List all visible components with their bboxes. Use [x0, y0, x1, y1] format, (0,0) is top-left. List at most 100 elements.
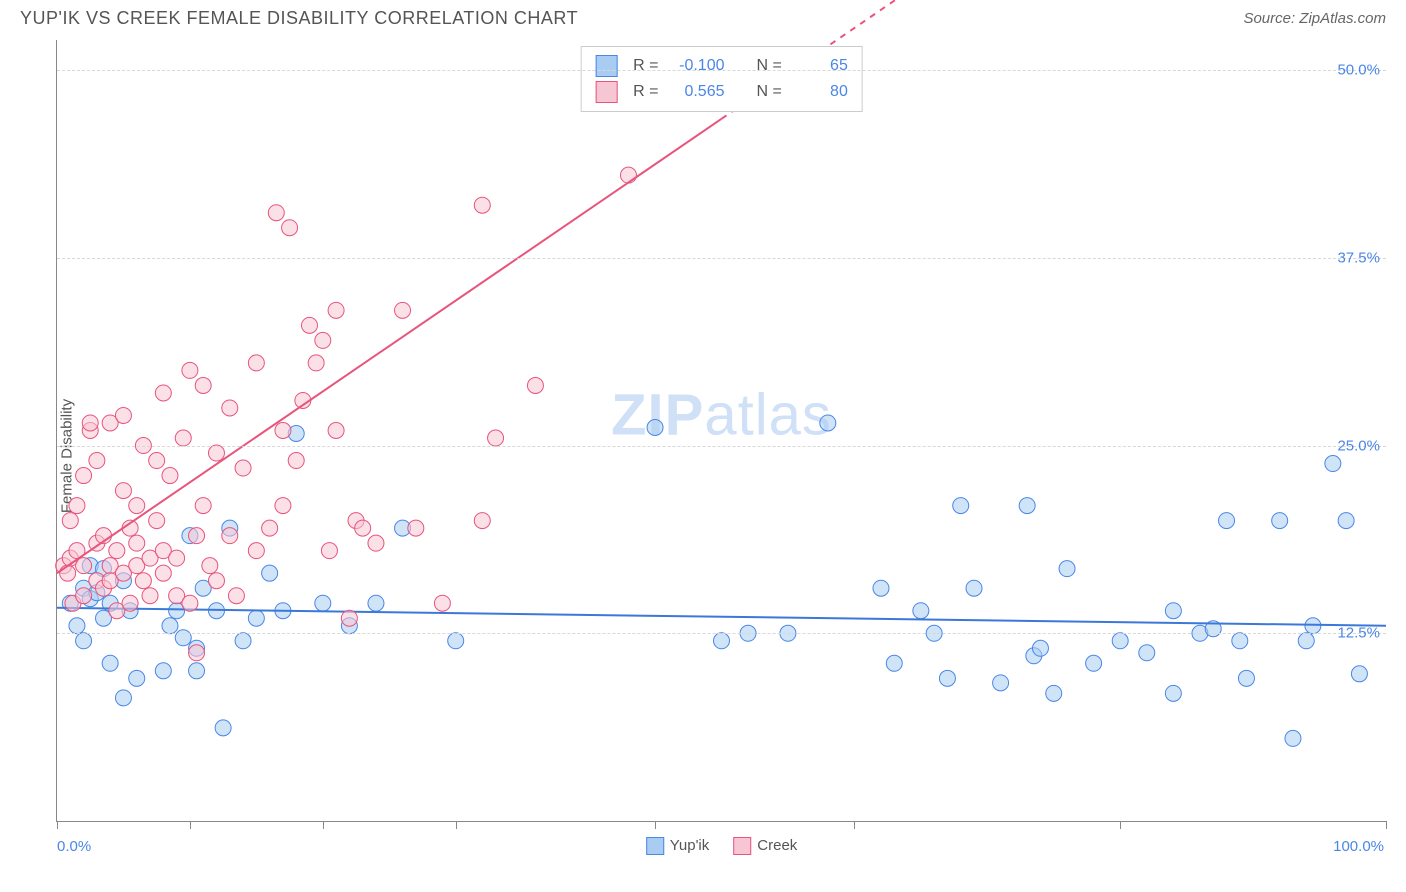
data-point — [102, 655, 118, 671]
data-point — [939, 670, 955, 686]
stat-n-label: N = — [757, 53, 782, 79]
stat-r-label: R = — [633, 53, 658, 79]
data-point — [288, 453, 304, 469]
data-point — [966, 580, 982, 596]
data-point — [89, 453, 105, 469]
legend-swatch — [595, 55, 617, 77]
data-point — [115, 483, 131, 499]
data-point — [355, 520, 371, 536]
data-point — [182, 362, 198, 378]
data-point — [408, 520, 424, 536]
data-point — [248, 543, 264, 559]
trend-line — [57, 119, 722, 573]
legend-label: Creek — [757, 837, 797, 854]
data-point — [474, 513, 490, 529]
y-tick-label: 25.0% — [1337, 437, 1380, 454]
data-point — [474, 197, 490, 213]
data-point — [1086, 655, 1102, 671]
data-point — [228, 588, 244, 604]
data-point — [368, 595, 384, 611]
source-label: Source: ZipAtlas.com — [1243, 10, 1386, 27]
data-point — [1046, 685, 1062, 701]
data-point — [913, 603, 929, 619]
data-point — [135, 573, 151, 589]
data-point — [341, 610, 357, 626]
legend-item: Yup'ik — [646, 837, 710, 855]
chart-svg — [57, 40, 1386, 821]
data-point — [76, 468, 92, 484]
y-tick-label: 12.5% — [1337, 625, 1380, 642]
stat-r-value: -0.100 — [669, 53, 725, 79]
data-point — [175, 430, 191, 446]
data-point — [195, 377, 211, 393]
stat-n-label: N = — [757, 79, 782, 105]
data-point — [76, 633, 92, 649]
series-legend: Yup'ik Creek — [646, 837, 798, 855]
data-point — [1338, 513, 1354, 529]
data-point — [262, 565, 278, 581]
data-point — [714, 633, 730, 649]
x-tick — [1386, 821, 1387, 829]
data-point — [328, 423, 344, 439]
stat-n-value: 65 — [792, 53, 848, 79]
data-point — [60, 565, 76, 581]
stat-r-value: 0.565 — [669, 79, 725, 105]
data-point — [820, 415, 836, 431]
legend-swatch — [595, 81, 617, 103]
data-point — [993, 675, 1009, 691]
data-point — [1219, 513, 1235, 529]
data-point — [1272, 513, 1288, 529]
data-point — [222, 400, 238, 416]
data-point — [142, 588, 158, 604]
data-point — [208, 445, 224, 461]
data-point — [368, 535, 384, 551]
gridline — [57, 258, 1386, 259]
data-point — [215, 720, 231, 736]
data-point — [873, 580, 889, 596]
data-point — [308, 355, 324, 371]
stat-n-value: 80 — [792, 79, 848, 105]
data-point — [155, 385, 171, 401]
chart-container: Female Disability ZIPatlas R =-0.100N =6… — [20, 40, 1386, 872]
data-point — [169, 550, 185, 566]
data-point — [155, 565, 171, 581]
data-point — [189, 528, 205, 544]
data-point — [162, 468, 178, 484]
data-point — [395, 302, 411, 318]
data-point — [328, 302, 344, 318]
legend-swatch — [733, 837, 751, 855]
plot-area: ZIPatlas R =-0.100N =65R =0.565N =80 Yup… — [56, 40, 1386, 822]
gridline — [57, 446, 1386, 447]
legend-item: Creek — [733, 837, 797, 855]
data-point — [1298, 633, 1314, 649]
data-point — [62, 513, 78, 529]
data-point — [235, 460, 251, 476]
data-point — [69, 498, 85, 514]
data-point — [195, 498, 211, 514]
data-point — [953, 498, 969, 514]
data-point — [315, 332, 331, 348]
x-tick — [57, 821, 58, 829]
data-point — [248, 355, 264, 371]
data-point — [76, 588, 92, 604]
data-point — [1285, 730, 1301, 746]
data-point — [208, 573, 224, 589]
x-tick — [655, 821, 656, 829]
data-point — [182, 595, 198, 611]
x-tick — [854, 821, 855, 829]
data-point — [115, 690, 131, 706]
stats-row: R =0.565N =80 — [595, 79, 848, 105]
data-point — [1059, 561, 1075, 577]
chart-title: YUP'IK VS CREEK FEMALE DISABILITY CORREL… — [20, 8, 578, 29]
gridline — [57, 633, 1386, 634]
data-point — [149, 513, 165, 529]
data-point — [129, 498, 145, 514]
x-tick — [1120, 821, 1121, 829]
data-point — [886, 655, 902, 671]
data-point — [122, 595, 138, 611]
x-tick — [456, 821, 457, 829]
data-point — [434, 595, 450, 611]
stats-row: R = -0.100 N = 65 — [595, 53, 848, 79]
y-tick-label: 37.5% — [1337, 249, 1380, 266]
y-tick-label: 50.0% — [1337, 62, 1380, 79]
